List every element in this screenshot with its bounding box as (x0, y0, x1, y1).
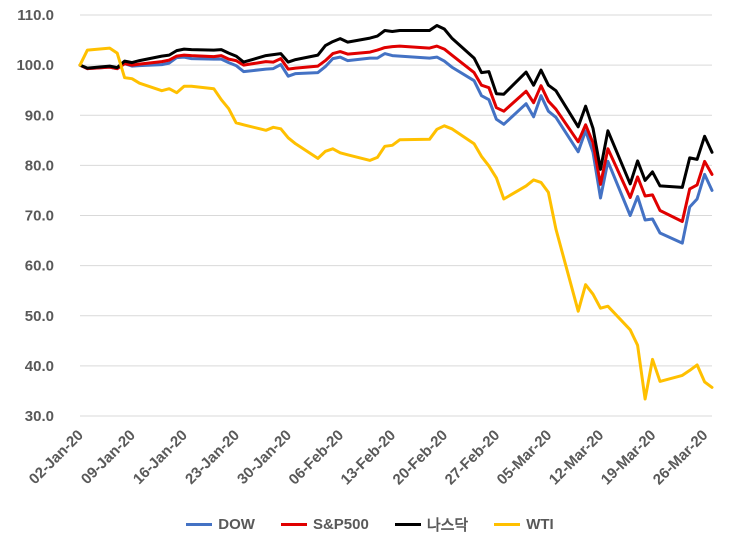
y-tick-label: 30.0 (25, 408, 54, 425)
series-lines (78, 24, 714, 401)
series-line-3 (78, 24, 714, 189)
legend-swatch (280, 522, 307, 526)
x-tick-label: 16-Jan-20 (130, 427, 191, 488)
legend-label: S&P500 (312, 515, 369, 533)
series-line-4 (78, 46, 714, 401)
x-tick-label: 30-Jan-20 (234, 427, 295, 488)
legend-swatch (186, 522, 213, 526)
y-tick-label: 90.0 (25, 107, 54, 124)
legend-swatch (394, 522, 421, 526)
x-tick-label: 09-Jan-20 (78, 427, 139, 488)
y-tick-label: 40.0 (25, 358, 54, 375)
y-tick-label: 100.0 (16, 57, 54, 74)
legend-item: S&P500 (280, 515, 369, 533)
legend-item: WTI (494, 516, 554, 533)
series-line-1 (78, 52, 714, 245)
y-tick-label: 60.0 (25, 258, 54, 275)
legend-label: DOW (218, 515, 255, 533)
x-tick-label: 20-Feb-20 (390, 427, 452, 489)
x-axis-tick-labels: 02-Jan-2009-Jan-2016-Jan-2023-Jan-2030-J… (26, 427, 712, 489)
y-tick-label: 80.0 (25, 157, 54, 174)
x-tick-label: 23-Jan-20 (182, 427, 243, 488)
y-axis-tick-labels: 110.0 100.0 90.0 80.0 70.0 60.0 50.0 40.0 30.0 (16, 7, 54, 425)
y-tick-label: 110.0 (17, 7, 54, 24)
series-line-2 (78, 44, 714, 223)
x-tick-label: 27-Feb-20 (442, 427, 504, 489)
x-tick-label: 05-Mar-20 (494, 427, 556, 489)
x-tick-label: 12-Mar-20 (546, 427, 608, 489)
y-tick-label: 50.0 (25, 308, 54, 325)
x-tick-label: 13-Feb-20 (338, 427, 400, 489)
x-tick-label: 19-Mar-20 (598, 427, 660, 489)
legend-item: 나스닥 (394, 514, 469, 535)
x-tick-label: 06-Feb-20 (286, 427, 348, 489)
legend-label: WTI (526, 515, 554, 533)
legend: DOW S&P500 나스닥 WTI (0, 512, 740, 536)
legend-swatch (494, 522, 521, 526)
x-tick-label: 02-Jan-20 (26, 427, 87, 488)
legend-item: DOW (186, 516, 255, 533)
legend-label: 나스닥 (426, 516, 469, 534)
gridlines (80, 14, 712, 417)
y-tick-label: 70.0 (25, 208, 54, 225)
x-tick-label: 26-Mar-20 (650, 427, 712, 489)
